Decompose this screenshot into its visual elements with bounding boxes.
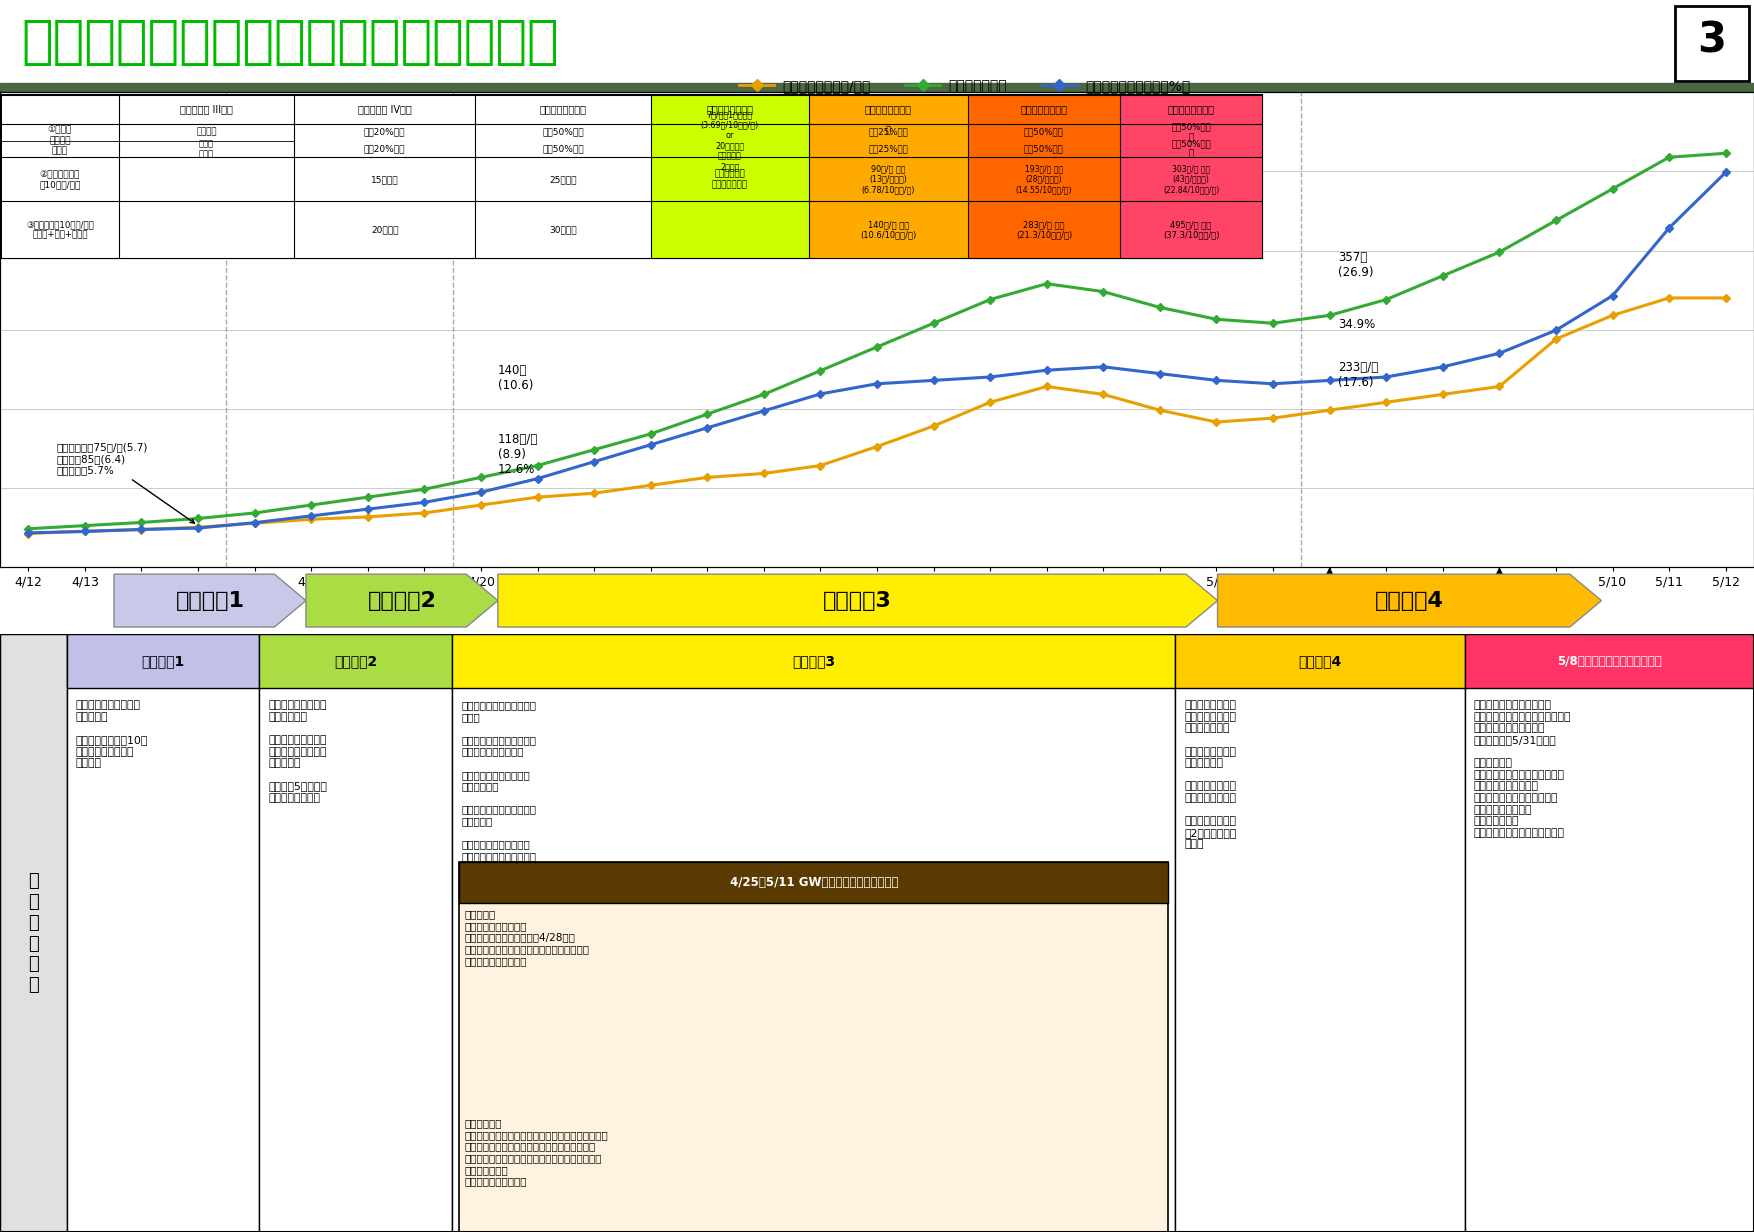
Bar [475,158,651,202]
Bar [260,634,453,689]
Bar [1175,634,1465,1232]
Text: 357人
(26.9): 357人 (26.9) [1338,251,1373,278]
Legend: 新規報告者数（人/週）, 療養者数（人）, 最大確保病床占有率（%）: 新規報告者数（人/週）, 療養者数（人）, 最大確保病床占有率（%） [733,73,1196,99]
Text: ・外出自粛、時短要請延長
・飲食店等でのカラオケ提供自粛
・政令施設への時短依頼
　（いずれも5/31まで）

（県下全域）
・県外との往来は真にやむを得
　な: ・外出自粛、時短要請延長 ・飲食店等でのカラオケ提供自粛 ・政令施設への時短依頼… [1473,700,1572,838]
Bar [119,202,295,259]
Bar [460,861,1168,1232]
Text: 193人/週 以上
(28人/日以上)
(14.55/10万人/週): 193人/週 以上 (28人/日以上) (14.55/10万人/週) [1016,164,1072,195]
Text: 90人/週 以上
(13人/日以上)
(6.78/10万人/週): 90人/週 以上 (13人/日以上) (6.78/10万人/週) [861,164,916,195]
Text: 最大50%以上: 最大50%以上 [542,144,584,154]
Text: 主
な
要
請
内
容: 主 な 要 請 内 容 [28,872,39,994]
Text: 15人以上: 15人以上 [370,175,398,184]
Text: 20人以上: 20人以上 [372,225,398,234]
Text: 303人/週 以上
(43人/日以上)
(22.84/10万人/週): 303人/週 以上 (43人/日以上) (22.84/10万人/週) [1163,164,1219,195]
Text: 最大50%以上
－: 最大50%以上 － [1172,139,1210,159]
Bar [968,95,1121,124]
Bar [809,158,968,202]
Bar [0,83,1754,92]
Text: 34.9%: 34.9% [1338,318,1375,331]
Text: 県ステージ２
移行の目安以下: 県ステージ２ 移行の目安以下 [712,170,747,188]
Bar [295,95,475,124]
Text: （県下全域）
・県外との往来は真にやむを得ない場合を除き自粛
・県外の家族等へ不要不急の来県自粛呼びかけ
・家族以外との飲酒を伴う会食や複数店舗の飲み
　歩きは: （県下全域） ・県外との往来は真にやむを得ない場合を除き自粛 ・県外の家族等へ不… [465,1119,609,1186]
Text: 県ステージ１基準: 県ステージ１基準 [540,105,586,115]
Text: 確保25%以上: 確保25%以上 [868,144,909,154]
Bar [2,95,119,259]
Text: ・県外との不要不急
　の往来自粛

・県外の家族等へ不
　要不急の来県自粛
　呼びかけ

・会食は5人以上・
　長時間を避ける: ・県外との不要不急 の往来自粛 ・県外の家族等へ不 要不急の来県自粛 呼びかけ … [268,700,328,803]
Bar [295,124,475,158]
Bar [968,202,1121,259]
Bar [1465,634,1754,1232]
Bar [809,202,968,259]
Text: 新規報告者数75人/週(5.7)
療養者数85人(6.4)
病床占有率5.7%: 新規報告者数75人/週(5.7) 療養者数85人(6.4) 病床占有率5.7% [56,442,195,524]
Bar [809,124,968,158]
Bar [2,95,1261,259]
Text: ・県外との不要不急の
　往来自粛

・会食は大人数（10人
　以上）・長時間を
　避ける: ・県外との不要不急の 往来自粛 ・会食は大人数（10人 以上）・長時間を 避ける [75,700,147,769]
Text: ステージ3: ステージ3 [793,654,835,669]
Bar [1465,634,1754,689]
Bar [475,124,651,158]
Text: ・県外との不要不急の往来
　自粛

・県外の家族等へ不要不急
　の来県自粛呼びかけ

・夜の街に出かける際は
　最大限注意

・会食は５人以上・長時間
　を避け: ・県外との不要不急の往来 自粛 ・県外の家族等へ不要不急 の来県自粛呼びかけ ・… [461,700,537,872]
Bar [295,202,475,259]
FancyArrow shape [114,574,305,627]
Text: 国ステージ IV基準: 国ステージ IV基準 [358,105,412,115]
Text: 140人
(10.6): 140人 (10.6) [498,363,533,392]
Text: ステージ2: ステージ2 [335,654,377,669]
Bar [968,124,1121,158]
Text: 確保50%以上: 確保50%以上 [1024,128,1063,137]
Text: 確保50%以上: 確保50%以上 [1024,144,1063,154]
Bar [453,634,1175,689]
Bar [119,158,295,202]
Bar [475,202,651,259]
Text: 最大20%以上: 最大20%以上 [365,128,405,137]
Text: 495人/日 以上
(37.3/10万人/日): 495人/日 以上 (37.3/10万人/日) [1163,221,1219,240]
Text: 県ステージ５基準: 県ステージ５基準 [1168,105,1214,115]
Bar [809,95,968,124]
Bar [119,124,295,158]
Text: 最大50%以上
－: 最大50%以上 － [1172,123,1210,142]
FancyArrow shape [1217,574,1601,627]
Bar [295,158,475,202]
Text: 病床全体: 病床全体 [196,128,217,137]
Text: ・県外往来は真に
　やむを得ない場
　合を除き自粛

・家族以外との会
　食は控える

・人との接触を可
　能な限り減らす

・帰省された方は
　2週間慎重な対: ・県外往来は真に やむを得ない場 合を除き自粛 ・家族以外との会 食は控える ・… [1184,700,1237,849]
Text: ステージ1: ステージ1 [175,590,244,611]
Bar [67,634,260,689]
Text: 県ステージ４基準: 県ステージ４基準 [1021,105,1068,115]
Text: 県ステージ３基準: 県ステージ３基準 [865,105,912,115]
Bar [1175,634,1465,689]
Text: ステージ4: ステージ4 [1375,590,1444,611]
FancyArrow shape [498,574,1217,627]
Text: 118人/週
(8.9)
12.6%: 118人/週 (8.9) 12.6% [498,434,538,477]
Bar [651,95,809,124]
Bar [67,634,260,1232]
Bar [651,158,809,202]
Text: 県ステージ２基準: 県ステージ２基準 [707,105,754,115]
Text: 各指標と感染段階（ステージ）の推移: 各指標と感染段階（ステージ）の推移 [21,16,560,68]
Bar [651,124,809,158]
Bar [119,95,295,124]
FancyBboxPatch shape [1675,6,1749,81]
Text: 25人以上: 25人以上 [549,175,577,184]
Bar [968,158,1121,202]
Text: 新規62人: 新規62人 [1312,569,1347,591]
Text: ③療養者数（10万人/日）
（入院+宿泊+自宅）: ③療養者数（10万人/日） （入院+宿泊+自宅） [26,221,95,240]
Bar [1121,95,1261,124]
Text: ステージ3: ステージ3 [823,590,893,611]
Text: ステージ1: ステージ1 [142,654,184,669]
Bar [460,861,1168,903]
Text: 国ステージ III基準: 国ステージ III基準 [181,105,233,115]
FancyArrow shape [305,574,498,627]
Text: 最大50%以上: 最大50%以上 [542,128,584,137]
Text: 5/8〜緊急事態宣言（長崎市）: 5/8〜緊急事態宣言（長崎市） [1558,655,1661,668]
Bar [0,634,67,1232]
Bar [1121,158,1261,202]
Text: 新規65人: 新規65人 [1482,569,1515,591]
Bar [1121,124,1261,158]
Text: 重症者
用病床: 重症者 用病床 [198,139,214,159]
Bar [260,634,453,1232]
Text: 3: 3 [1698,20,1726,62]
Text: 30人以上: 30人以上 [549,225,577,234]
Text: ②新規報告者数
（10万人/週）: ②新規報告者数 （10万人/週） [39,170,81,188]
Text: 233人/週
(17.6): 233人/週 (17.6) [1338,361,1379,389]
Text: 283人/日 以上
(21.3/10万人/日): 283人/日 以上 (21.3/10万人/日) [1016,221,1072,240]
Text: 4/25〜5/11 GW期間中における緊急要請: 4/25〜5/11 GW期間中における緊急要請 [730,876,898,890]
